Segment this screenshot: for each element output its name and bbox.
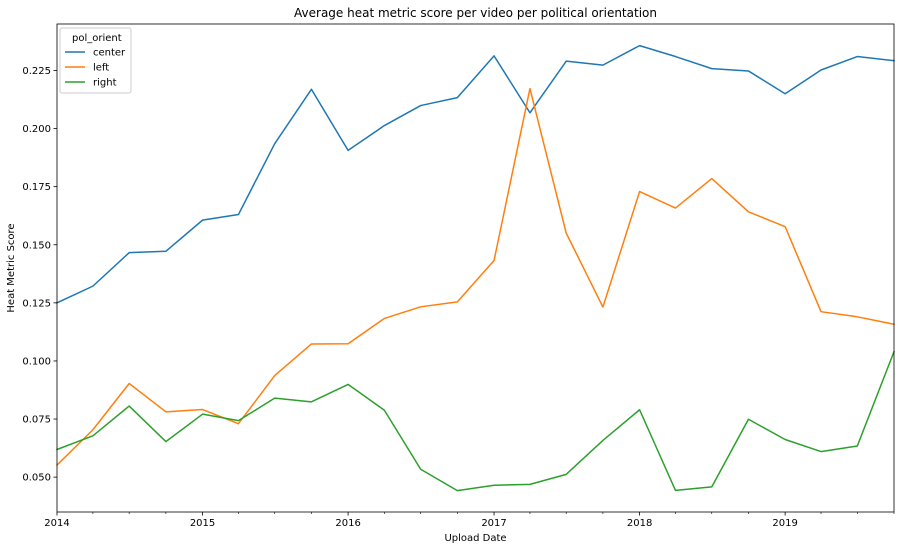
legend-title: pol_orient — [72, 33, 122, 44]
x-tick-label: 2015 — [190, 518, 215, 529]
legend-label-right: right — [93, 78, 117, 89]
y-tick-label: 0.175 — [22, 182, 51, 193]
y-tick-label: 0.075 — [22, 415, 51, 426]
x-tick-label: 2018 — [627, 518, 652, 529]
y-tick-label: 0.050 — [22, 473, 51, 484]
legend-label-center: center — [93, 48, 126, 59]
y-tick-label: 0.225 — [22, 66, 51, 77]
legend-frame — [59, 27, 132, 94]
plot-frame — [56, 23, 895, 513]
x-tick-label: 2016 — [335, 518, 360, 529]
y-tick-label: 0.100 — [22, 356, 51, 367]
x-tick-label: 2014 — [44, 518, 69, 529]
y-tick-label: 0.200 — [22, 124, 51, 135]
x-tick-label: 2017 — [481, 518, 506, 529]
series-line-center — [56, 44, 895, 304]
x-tick-label: 2019 — [772, 518, 797, 529]
legend-label-left: left — [93, 63, 109, 74]
y-axis-label: Heat Metric Score — [6, 223, 17, 312]
plot-area: 0.050 0.075 0.100 0.125 0.150 0.175 0.200 0.225… — [22, 23, 895, 529]
chart-title: Average heat metric score per video per … — [294, 6, 657, 20]
x-axis-label: Upload Date — [444, 533, 506, 544]
y-tick-label: 0.125 — [22, 298, 51, 309]
series-line-right — [56, 350, 895, 492]
series-line-left — [55, 87, 895, 467]
y-tick-label: 0.150 — [22, 240, 51, 251]
legend: pol_orient center left right — [59, 27, 132, 94]
